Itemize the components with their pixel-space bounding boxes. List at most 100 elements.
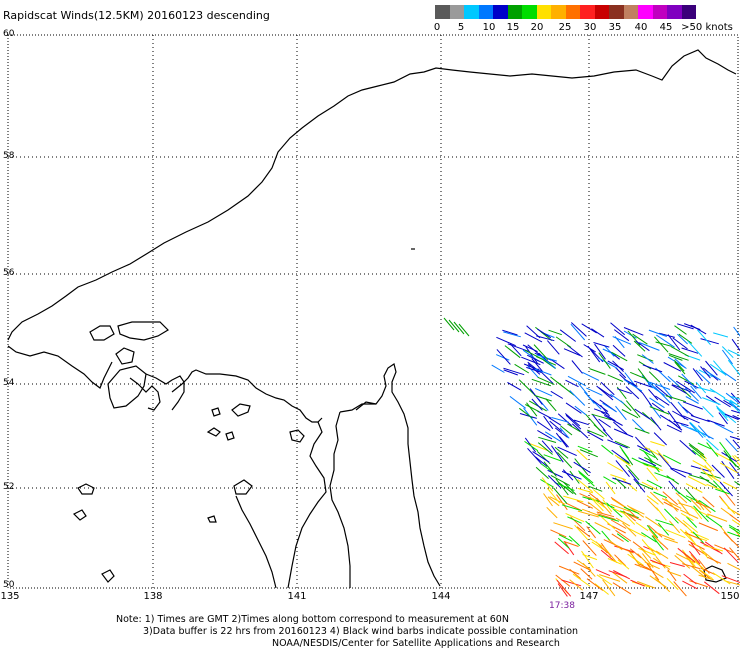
wind-barb — [607, 439, 628, 449]
wind-barb — [582, 540, 597, 556]
wind-barb — [733, 326, 740, 337]
wind-barb — [650, 559, 666, 567]
wind-barb — [620, 547, 634, 554]
wind-barb — [563, 540, 579, 547]
wind-barb — [635, 521, 649, 532]
wind-barb — [718, 412, 728, 425]
wind-barb — [526, 354, 544, 364]
wind-barb — [577, 470, 594, 484]
wind-barb — [541, 477, 554, 492]
wind-barb — [653, 557, 671, 570]
legend-swatch — [449, 5, 464, 19]
wind-barb — [567, 516, 582, 524]
island-h — [101, 569, 115, 583]
lat-label-58: 58 — [3, 151, 15, 161]
wind-barb — [614, 477, 627, 489]
wind-barb — [621, 409, 639, 419]
wind-barb — [544, 431, 562, 443]
wind-barb — [622, 522, 637, 537]
wind-barb — [605, 481, 616, 495]
legend-color-bar — [435, 5, 696, 19]
wind-barb — [525, 404, 540, 413]
wind-barb — [664, 508, 679, 524]
wind-barb — [556, 579, 572, 597]
wind-barb — [587, 431, 604, 441]
wind-barb — [707, 556, 722, 564]
wind-barb — [524, 437, 537, 453]
wind-barb — [674, 516, 688, 528]
legend-swatch — [493, 5, 508, 19]
wind-barb — [728, 524, 740, 533]
wind-barb — [635, 340, 650, 352]
wind-barb — [648, 524, 663, 538]
wind-barb — [546, 506, 558, 519]
wind-barb — [641, 532, 657, 543]
wind-barb — [534, 394, 552, 402]
wind-barb — [731, 338, 740, 352]
island-i — [207, 515, 217, 523]
wind-barb — [564, 413, 581, 427]
wind-barb — [646, 524, 659, 539]
wind-barb — [582, 508, 601, 517]
wind-barb — [702, 496, 715, 508]
wind-barb — [576, 500, 594, 509]
wind-barb — [623, 379, 643, 392]
wind-barb — [730, 392, 740, 404]
wind-barb — [668, 354, 683, 361]
wind-barb — [635, 436, 648, 451]
wind-barb — [729, 547, 740, 561]
wind-barb — [623, 330, 637, 339]
wind-barb — [649, 406, 670, 415]
wind-barb — [596, 385, 614, 401]
wind-barb — [559, 329, 577, 342]
wind-barb — [698, 522, 718, 532]
wind-barb — [589, 538, 603, 547]
wind-barb — [638, 457, 657, 467]
wind-barb — [721, 575, 740, 584]
wind-barb — [663, 362, 682, 372]
wind-barb — [587, 429, 604, 438]
wind-barb — [665, 395, 687, 403]
wind-barb — [567, 375, 586, 387]
wind-barb — [731, 519, 740, 526]
wind-barb — [617, 559, 630, 570]
wind-barb — [624, 378, 638, 387]
wind-barb — [638, 547, 656, 556]
wind-barb — [561, 470, 582, 480]
lon-label-144: 144 — [431, 591, 451, 602]
legend-label-15: 15 — [506, 22, 520, 33]
wind-barb — [655, 341, 672, 347]
wind-barb — [644, 561, 660, 570]
wind-barb — [695, 369, 711, 384]
wind-barb — [525, 346, 538, 364]
wind-barb — [647, 545, 661, 556]
wind-barb — [547, 340, 560, 355]
island-g — [72, 509, 87, 521]
wind-barb — [677, 323, 694, 330]
wind-barb — [685, 396, 699, 404]
legend-swatch — [551, 5, 566, 19]
wind-barb — [568, 535, 581, 547]
wind-barb — [644, 456, 662, 467]
wind-barb — [607, 374, 624, 383]
wind-barb — [537, 328, 552, 339]
wind-barb — [591, 328, 605, 338]
wind-barb — [699, 569, 713, 580]
wind-barb — [724, 413, 739, 421]
wind-barb — [573, 561, 592, 572]
island-b — [206, 427, 221, 437]
wind-barb — [594, 583, 609, 595]
wind-barb — [596, 511, 615, 518]
wind-barb — [646, 479, 663, 489]
wind-barb — [573, 461, 591, 474]
wind-barb — [578, 472, 595, 487]
wind-barb — [598, 357, 618, 369]
wind-barb — [547, 496, 560, 507]
wind-barb — [519, 407, 533, 419]
wind-barb — [613, 329, 630, 342]
wind-barb — [541, 440, 553, 453]
wind-barb — [557, 537, 570, 549]
east-islet — [703, 565, 727, 583]
wind-barb — [627, 527, 646, 538]
note-line-3: NOAA/NESDIS/Center for Satellite Applica… — [272, 638, 560, 649]
